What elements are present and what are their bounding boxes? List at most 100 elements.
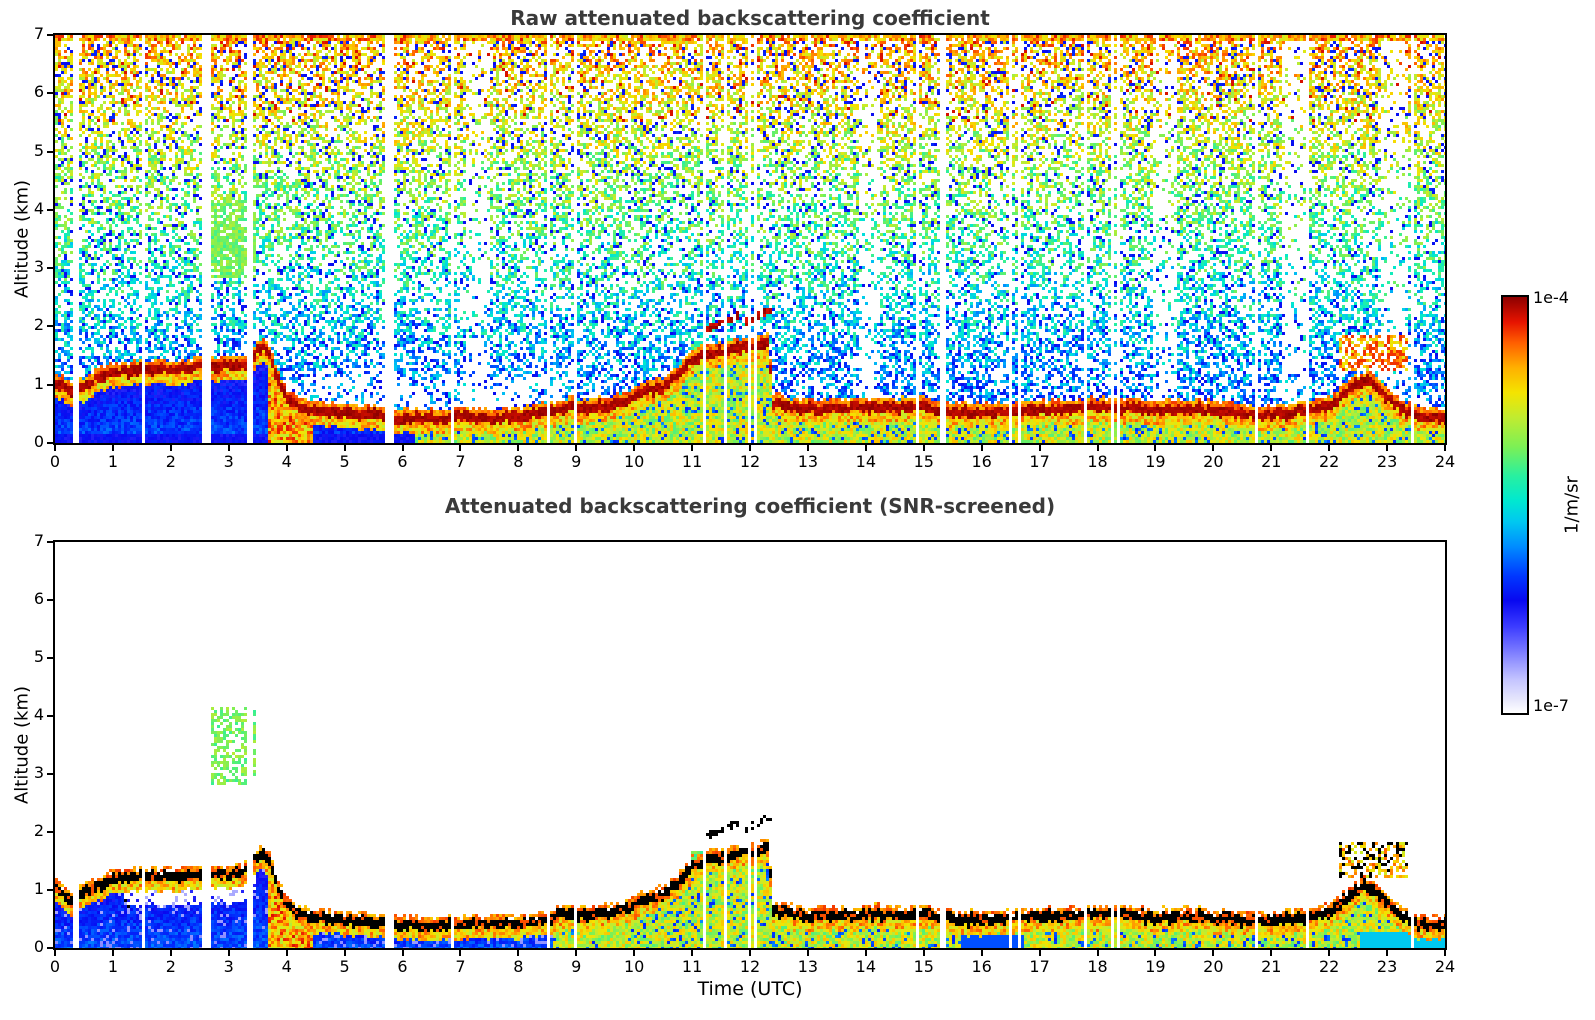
x-tick-label: 6 <box>397 452 408 471</box>
x-tick-label: 12 <box>739 957 761 976</box>
x-tick-label: 19 <box>1145 452 1166 471</box>
x-tickmark <box>1328 445 1331 451</box>
x-tickmark <box>1328 950 1331 956</box>
y-tick-label: 6 <box>33 589 44 608</box>
x-tickmark <box>1096 445 1099 451</box>
x-tickmark <box>691 950 694 956</box>
x-tickmark <box>343 950 346 956</box>
x-tick-label: 0 <box>49 452 61 471</box>
x-tick-label: 7 <box>455 957 466 976</box>
x-tickmark <box>227 950 230 956</box>
x-tick-label: 23 <box>1376 957 1398 976</box>
x-tickmark <box>169 445 172 451</box>
y-tick-label: 5 <box>33 140 44 160</box>
x-tick-label: 2 <box>165 452 176 471</box>
x-tickmark <box>285 950 288 956</box>
x-tick-label: 3 <box>223 957 234 976</box>
x-tick-label: 21 <box>1261 957 1282 976</box>
x-tickmark <box>806 950 809 956</box>
x-tick-label: 17 <box>1029 957 1050 976</box>
x-tickmark <box>401 445 404 451</box>
y-tick-label: 1 <box>33 879 44 898</box>
y-tick-label: 4 <box>33 198 44 218</box>
x-tick-label: 14 <box>855 957 877 976</box>
colorbar-min-label: 1e-7 <box>1533 696 1569 715</box>
x-tickmark <box>1212 950 1215 956</box>
y-tickmark <box>47 267 53 270</box>
x-tick-label: 15 <box>913 452 934 471</box>
y-tickmark <box>47 442 53 444</box>
y-tick-label: 2 <box>33 315 44 335</box>
x-tick-label: 9 <box>571 452 582 471</box>
x-tickmark <box>922 950 925 956</box>
x-tickmark <box>1386 950 1389 956</box>
x-tickmark <box>980 445 983 451</box>
x-tick-label: 24 <box>1434 957 1456 976</box>
x-tickmark <box>1038 445 1041 451</box>
y-tickmark <box>47 657 53 659</box>
x-tick-label: 14 <box>855 452 877 471</box>
x-tick-label: 20 <box>1203 452 1224 471</box>
x-tickmark <box>401 950 404 956</box>
x-tick-label: 11 <box>681 452 703 471</box>
x-tickmark <box>633 950 636 956</box>
x-tickmark <box>227 445 230 451</box>
y-tickmark <box>47 208 53 211</box>
x-tickmark <box>517 445 520 451</box>
y-tick-label: 7 <box>33 24 44 43</box>
y-tick-label: 3 <box>33 763 44 782</box>
x-tickmark <box>1154 950 1157 956</box>
colorbar-max-label: 1e-4 <box>1533 288 1569 307</box>
x-tick-label: 24 <box>1434 452 1456 471</box>
x-tickmark <box>54 445 56 451</box>
x-tick-label: 1 <box>107 452 118 471</box>
x-tick-label: 13 <box>797 452 819 471</box>
x-tickmark <box>864 950 867 956</box>
bottom-heatmap-canvas <box>55 542 1445 948</box>
bottom-plot-area <box>53 540 1447 950</box>
top-yaxis-label: Altitude (km) <box>11 179 33 299</box>
x-tick-label: 6 <box>397 957 408 976</box>
x-tickmark <box>111 445 114 451</box>
x-tick-label: 22 <box>1318 452 1340 471</box>
y-tick-label: 4 <box>33 705 44 724</box>
x-tickmark <box>922 445 925 451</box>
x-tickmark <box>749 445 751 451</box>
x-tickmark <box>285 445 288 451</box>
x-tick-label: 4 <box>281 452 292 471</box>
x-tick-label: 18 <box>1087 452 1108 471</box>
x-tick-label: 0 <box>49 957 61 976</box>
x-tick-label: 15 <box>913 957 934 976</box>
top-plot-area <box>53 33 1447 445</box>
x-tickmark <box>459 950 462 956</box>
x-tick-label: 18 <box>1087 957 1108 976</box>
y-tickmark <box>47 947 53 949</box>
x-tickmark <box>169 950 172 956</box>
x-tick-label: 10 <box>623 957 645 976</box>
x-tickmark <box>864 445 867 451</box>
x-tickmark <box>459 445 462 451</box>
top-heatmap-canvas <box>55 35 1445 443</box>
y-tick-label: 7 <box>33 531 44 550</box>
x-tick-label: 3 <box>223 452 234 471</box>
x-tick-label: 13 <box>797 957 819 976</box>
x-tick-label: 9 <box>571 957 582 976</box>
colorbar-unit-label: 1/m/sr <box>1561 476 1583 534</box>
x-tickmark <box>54 950 56 956</box>
y-tickmark <box>47 383 53 386</box>
x-tick-label: 16 <box>971 957 992 976</box>
y-tick-label: 6 <box>33 82 44 102</box>
y-tickmark <box>47 541 53 543</box>
y-tickmark <box>47 831 53 833</box>
y-tickmark <box>47 325 53 328</box>
x-tickmark <box>343 445 346 451</box>
x-tick-label: 22 <box>1318 957 1340 976</box>
x-tickmark <box>806 445 809 451</box>
x-tickmark <box>1038 950 1041 956</box>
y-tickmark <box>47 773 53 775</box>
y-tickmark <box>47 889 53 891</box>
x-tick-label: 5 <box>339 452 350 471</box>
x-tick-label: 8 <box>513 957 524 976</box>
x-tickmark <box>111 950 114 956</box>
